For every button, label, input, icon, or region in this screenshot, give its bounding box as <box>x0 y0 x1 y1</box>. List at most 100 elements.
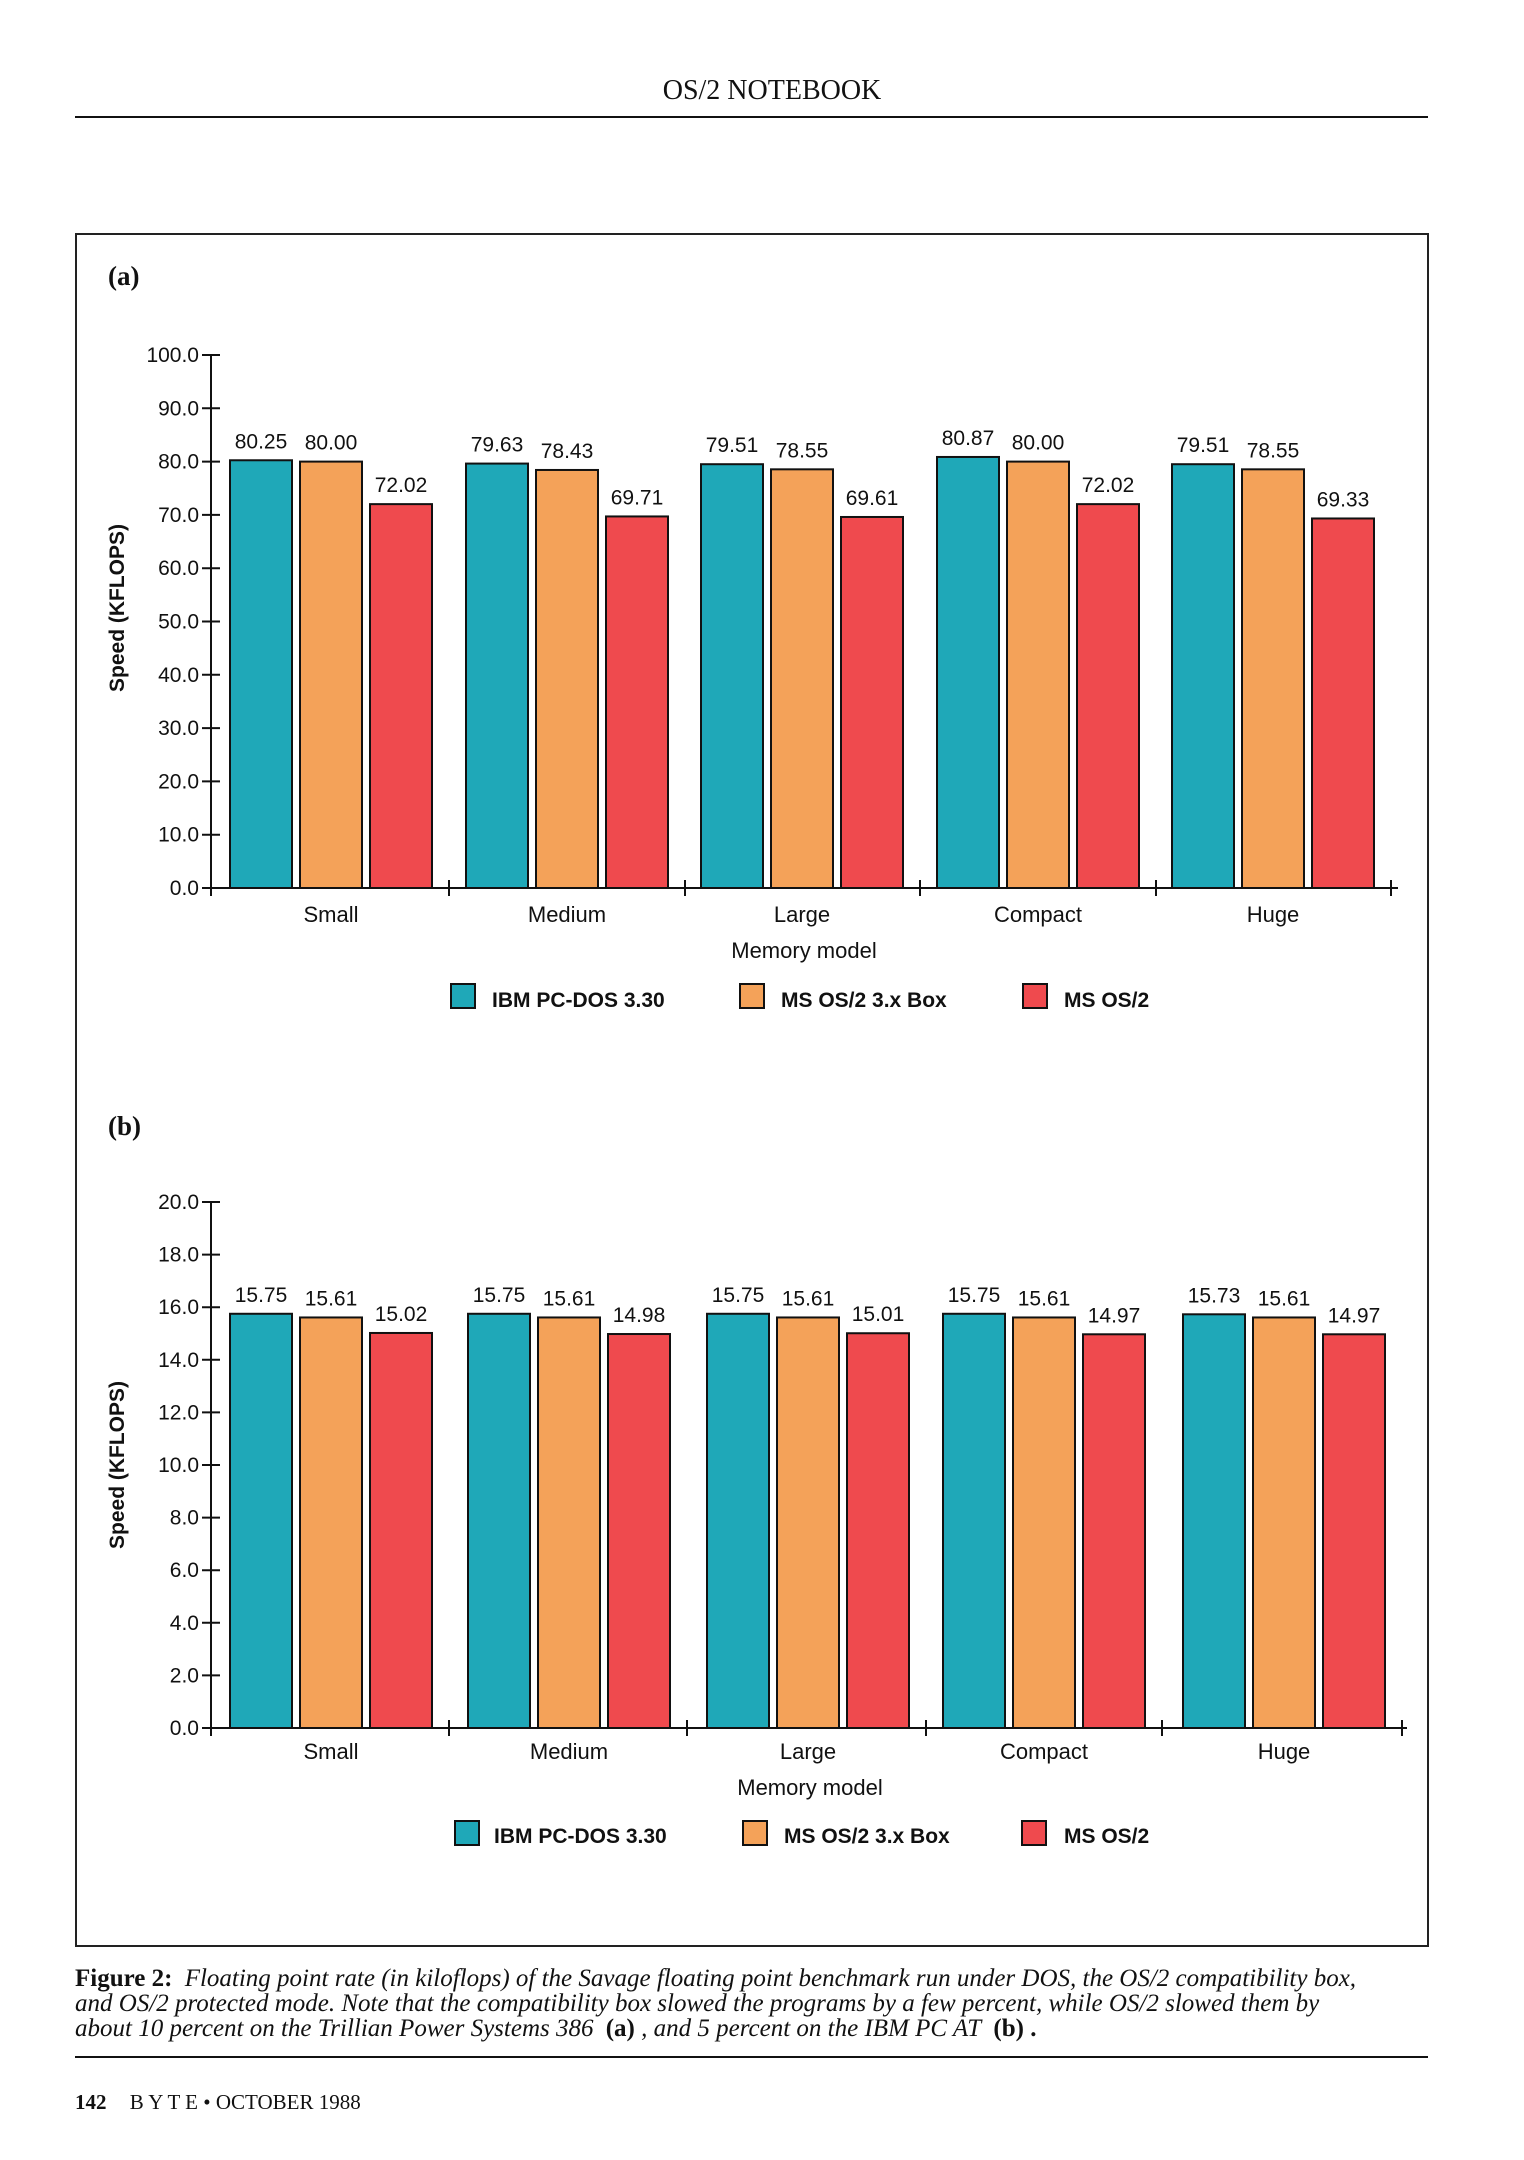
legend: IBM PC-DOS 3.30 MS OS/2 3.x Box MS OS/2 <box>450 983 1149 1012</box>
legend-item: IBM PC-DOS 3.30 <box>454 1820 667 1848</box>
y-tick-label: 18.0 <box>158 1244 199 1267</box>
data-label: 15.75 <box>948 1284 1001 1307</box>
data-label: 78.55 <box>776 439 829 462</box>
bar <box>299 460 363 889</box>
legend-swatch <box>742 1820 768 1846</box>
bar <box>605 515 669 889</box>
data-label: 80.25 <box>235 430 288 453</box>
data-label: 15.75 <box>712 1284 765 1307</box>
y-tick-label: 10.0 <box>158 1454 199 1477</box>
x-category-label: Huge <box>1258 1739 1311 1764</box>
x-category-label: Medium <box>530 1739 608 1764</box>
data-label: 15.01 <box>852 1303 905 1326</box>
bar <box>1012 1316 1076 1730</box>
y-tick-label: 20.0 <box>158 1191 199 1214</box>
data-label: 14.97 <box>1328 1304 1381 1327</box>
data-labels: 15.75 15.61 15.02 15.75 15.61 14.98 15.75 15.61… <box>235 1284 1381 1328</box>
data-label: 15.61 <box>305 1287 358 1310</box>
y-tick-label: 100.0 <box>146 344 199 367</box>
bar <box>229 459 293 889</box>
x-axis-title: Memory model <box>731 938 876 963</box>
x-category-label: Large <box>774 902 830 927</box>
bar <box>535 468 599 889</box>
legend-label: IBM PC-DOS 3.30 <box>494 1825 667 1848</box>
bar <box>776 1316 840 1730</box>
legend-item: IBM PC-DOS 3.30 <box>450 983 665 1012</box>
y-tick-label: 16.0 <box>158 1296 199 1319</box>
bar <box>1241 468 1305 889</box>
bar <box>770 468 834 889</box>
legend-item: MS OS/2 3.x Box <box>742 1820 950 1848</box>
legend-swatch <box>454 1820 480 1846</box>
legend-swatch <box>450 983 476 1009</box>
data-label: 72.02 <box>375 474 428 497</box>
magazine-name: B Y T E • OCTOBER 1988 <box>130 2090 361 2114</box>
bar <box>1076 503 1140 889</box>
legend-item: MS OS/2 <box>1021 1820 1149 1848</box>
x-category-label: Small <box>303 1739 358 1764</box>
bar <box>299 1316 363 1730</box>
chart-panel-a: (a) Speed (KFLOPS) 0.0 10.0 20.0 30.0 40.0 50… <box>106 261 1398 1012</box>
bar <box>700 463 764 889</box>
caption-ref-a: (a) <box>606 2015 635 2042</box>
y-tick-label: 40.0 <box>158 664 199 687</box>
data-label: 80.87 <box>942 427 995 450</box>
legend-label: MS OS/2 <box>1064 989 1149 1012</box>
bar <box>369 1331 433 1729</box>
y-tick-label: 4.0 <box>170 1612 199 1635</box>
caption-period: . <box>1030 2015 1036 2042</box>
bar <box>465 462 529 889</box>
data-label: 80.00 <box>305 432 358 455</box>
legend-swatch <box>1022 983 1048 1009</box>
y-tick-label: 0.0 <box>170 1717 199 1740</box>
bar <box>467 1312 531 1730</box>
y-tick-label: 10.0 <box>158 824 199 847</box>
data-label: 69.33 <box>1317 488 1370 511</box>
x-category-label: Huge <box>1247 902 1300 927</box>
data-labels: 80.25 80.00 72.02 79.63 78.43 69.71 79.51 78.55… <box>235 427 1370 512</box>
caption-ref-b: (b) <box>993 2015 1024 2042</box>
y-tick-label: 20.0 <box>158 770 199 793</box>
bar <box>840 515 904 889</box>
legend-swatch <box>1021 1820 1047 1846</box>
bar <box>229 1312 293 1730</box>
x-axis: Small Medium Large Compact Huge <box>211 1720 1407 1764</box>
bar <box>1322 1333 1386 1729</box>
legend-item: MS OS/2 <box>1022 983 1149 1012</box>
caption-line: and OS/2 protected mode. Note that the c… <box>75 1990 1320 2017</box>
data-label: 79.51 <box>706 434 759 457</box>
data-label: 15.61 <box>1018 1287 1071 1310</box>
caption-label: Figure 2: <box>75 1965 172 1992</box>
caption-line: , and 5 percent on the IBM PC AT <box>641 2015 983 2042</box>
x-axis-title: Memory model <box>737 1775 882 1800</box>
legend: IBM PC-DOS 3.30 MS OS/2 3.x Box MS OS/2 <box>454 1820 1149 1848</box>
bar <box>1182 1313 1246 1730</box>
y-axis-title: Speed (KFLOPS) <box>106 524 129 692</box>
bar <box>369 503 433 889</box>
bar <box>1082 1333 1146 1729</box>
bar <box>1006 460 1070 889</box>
bar <box>1171 463 1235 889</box>
x-axis: Small Medium Large Compact Huge <box>211 880 1398 927</box>
data-label: 15.75 <box>235 1284 288 1307</box>
bar <box>846 1332 910 1730</box>
y-tick-label: 50.0 <box>158 611 199 634</box>
data-label: 79.63 <box>471 434 524 457</box>
running-head: OS/2 NOTEBOOK <box>663 75 882 106</box>
data-label: 15.75 <box>473 1284 526 1307</box>
y-tick-label: 2.0 <box>170 1664 199 1687</box>
x-category-label: Medium <box>528 902 606 927</box>
data-label: 15.61 <box>782 1287 835 1310</box>
legend-item: MS OS/2 3.x Box <box>739 983 947 1012</box>
y-axis: 0.0 10.0 20.0 30.0 40.0 50.0 60.0 70.0 80.0 90.0 1… <box>146 344 220 900</box>
bar <box>936 455 1000 889</box>
svg-text:Figure 2: Floating point: Figure 2: Floating point rate (in kilofl… <box>75 1965 1356 1992</box>
legend-label: MS OS/2 <box>1064 1825 1149 1848</box>
data-label: 14.97 <box>1088 1304 1141 1327</box>
data-label: 15.73 <box>1188 1284 1241 1307</box>
x-category-label: Large <box>780 1739 836 1764</box>
chart-panel-b: (b) Speed (KFLOPS) 0.0 2.0 4.0 6.0 8.0 10.0 12… <box>106 1111 1407 1848</box>
svg-text:about 10 percent on the Trilli: about 10 percent on the Trillian Power S… <box>75 2015 1036 2042</box>
figure-caption: Figure 2: Floating point rate (in kilofl… <box>75 1965 1356 2042</box>
data-label: 80.00 <box>1012 432 1065 455</box>
